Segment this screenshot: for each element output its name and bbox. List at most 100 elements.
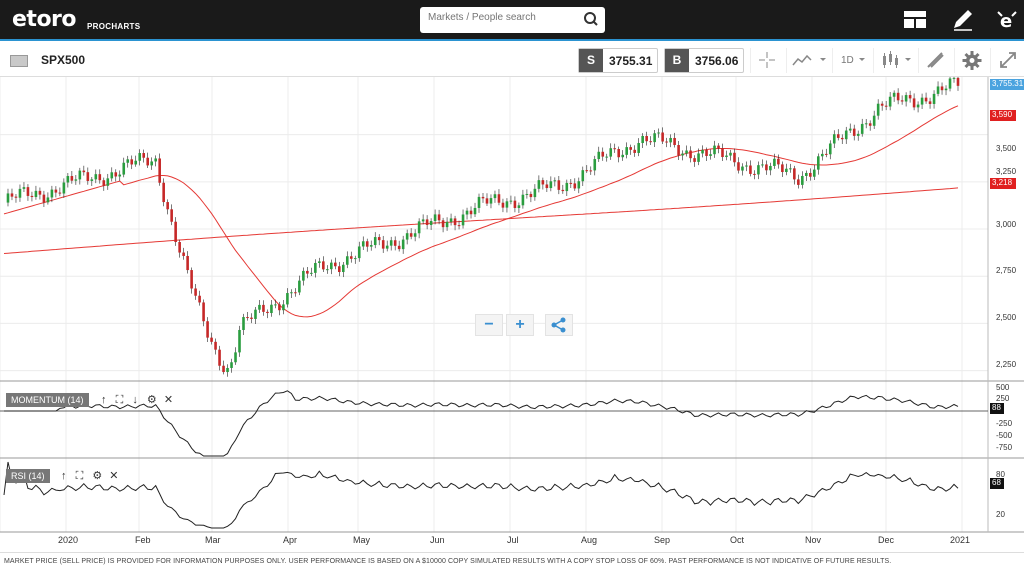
candle-body <box>709 154 712 156</box>
candle-body <box>741 166 744 171</box>
etoro-logo[interactable]: etoro <box>12 7 77 32</box>
candle-body <box>74 179 78 181</box>
candle-body <box>828 143 832 155</box>
candle-body <box>697 153 700 162</box>
candle-body <box>533 188 537 198</box>
candle-body <box>270 304 273 314</box>
gear-icon[interactable]: ⚙ <box>92 470 103 482</box>
candle-body <box>357 246 361 259</box>
rsi-label[interactable]: RSI (14) <box>6 469 50 483</box>
crosshair-button[interactable] <box>750 48 782 73</box>
indicators-dropdown[interactable] <box>873 48 915 73</box>
candle-body <box>525 193 529 195</box>
candle-body <box>449 218 453 222</box>
candle-body <box>38 190 42 195</box>
search-box[interactable] <box>420 7 605 33</box>
candle-body <box>90 179 94 181</box>
momentum-line <box>4 390 959 457</box>
candle-body <box>282 304 285 311</box>
candle-body <box>322 261 325 270</box>
gear-icon[interactable]: ⚙ <box>146 394 157 406</box>
candle-body <box>397 245 401 250</box>
candle-body <box>844 130 848 140</box>
candle-body <box>649 141 652 143</box>
candle-body <box>130 159 134 165</box>
ma-slow-line <box>3 187 959 254</box>
x-axis-label: 2020 <box>58 535 79 545</box>
x-axis-label: Feb <box>135 535 151 545</box>
candle-body <box>278 304 281 311</box>
maximize-icon[interactable]: ⛶ <box>115 394 124 406</box>
candle-body <box>42 194 46 203</box>
move-up-icon[interactable]: ↑ <box>61 470 67 482</box>
candle-body <box>266 311 269 314</box>
chart-type-dropdown[interactable] <box>786 48 830 73</box>
candle-body <box>330 262 333 270</box>
close-icon[interactable]: ✕ <box>163 394 174 406</box>
candle-body <box>681 153 684 156</box>
momentum-path <box>4 390 959 457</box>
chevron-down-icon <box>859 58 865 61</box>
fullscreen-button[interactable] <box>990 48 1024 73</box>
candle-body <box>868 123 872 126</box>
candle-body <box>34 190 38 198</box>
momentum-label[interactable]: MOMENTUM (14) <box>6 393 89 407</box>
candle-body <box>729 152 732 156</box>
buy-price-button[interactable]: B 3756.06 <box>664 48 744 73</box>
zoom-in-button[interactable]: + <box>506 314 534 336</box>
settings-button[interactable] <box>954 48 988 73</box>
candle-body <box>753 173 756 175</box>
zoom-out-button[interactable]: − <box>475 314 503 336</box>
candle-body <box>836 134 840 138</box>
candle-body <box>928 101 932 104</box>
close-icon[interactable]: ✕ <box>109 470 119 482</box>
candle-body <box>713 145 716 155</box>
candle-body <box>250 317 253 319</box>
candle-body <box>254 309 257 319</box>
candle-body <box>852 128 856 136</box>
etoro-e-icon[interactable]: e <box>994 8 1020 32</box>
move-up-icon[interactable]: ↑ <box>101 394 107 406</box>
candle-body <box>661 132 664 142</box>
candle-body <box>824 153 828 155</box>
candle-body <box>900 100 904 102</box>
candle-body <box>290 292 293 294</box>
candle-body <box>353 258 357 260</box>
pencil-icon[interactable] <box>950 8 976 32</box>
search-input[interactable] <box>428 12 578 23</box>
candle-body <box>14 196 18 198</box>
x-axis-label: Apr <box>283 535 298 545</box>
candle-body <box>122 162 126 175</box>
rsi-current-badge: 68 <box>990 478 1004 489</box>
momentum-tick: 250 <box>996 394 1010 403</box>
candle-body <box>641 135 644 144</box>
sell-price-button[interactable]: S 3755.31 <box>578 48 658 73</box>
candle-body <box>633 149 636 153</box>
price-tick: 3,000 <box>996 220 1017 229</box>
drawing-tools-button[interactable] <box>918 48 952 73</box>
candle-body <box>385 245 389 249</box>
search-icon[interactable] <box>583 11 599 32</box>
sell-tag: S <box>579 49 603 72</box>
layout-icon[interactable] <box>902 8 928 32</box>
rsi-line <box>3 461 959 529</box>
candle-body <box>785 168 788 173</box>
candle-body <box>589 170 593 172</box>
candle-body <box>481 196 485 199</box>
candle-body <box>693 158 696 162</box>
share-button[interactable] <box>545 314 573 336</box>
disclaimer-footer: MARKET PRICE (SELL PRICE) IS PROVIDED FO… <box>0 552 1024 579</box>
expand-icon <box>1000 52 1016 68</box>
candle-body <box>805 172 808 176</box>
candle-body <box>318 261 321 263</box>
candle-body <box>920 97 924 105</box>
candle-body <box>573 183 577 189</box>
instrument-symbol[interactable]: SPX500 <box>41 53 86 67</box>
candle-body <box>477 196 481 208</box>
timeframe-dropdown[interactable]: 1D <box>832 48 870 73</box>
maximize-icon[interactable]: ⛶ <box>75 470 84 482</box>
candle-body <box>908 95 912 99</box>
candle-body <box>561 189 565 192</box>
candle-body <box>70 176 74 181</box>
move-down-icon[interactable]: ↓ <box>132 394 138 406</box>
